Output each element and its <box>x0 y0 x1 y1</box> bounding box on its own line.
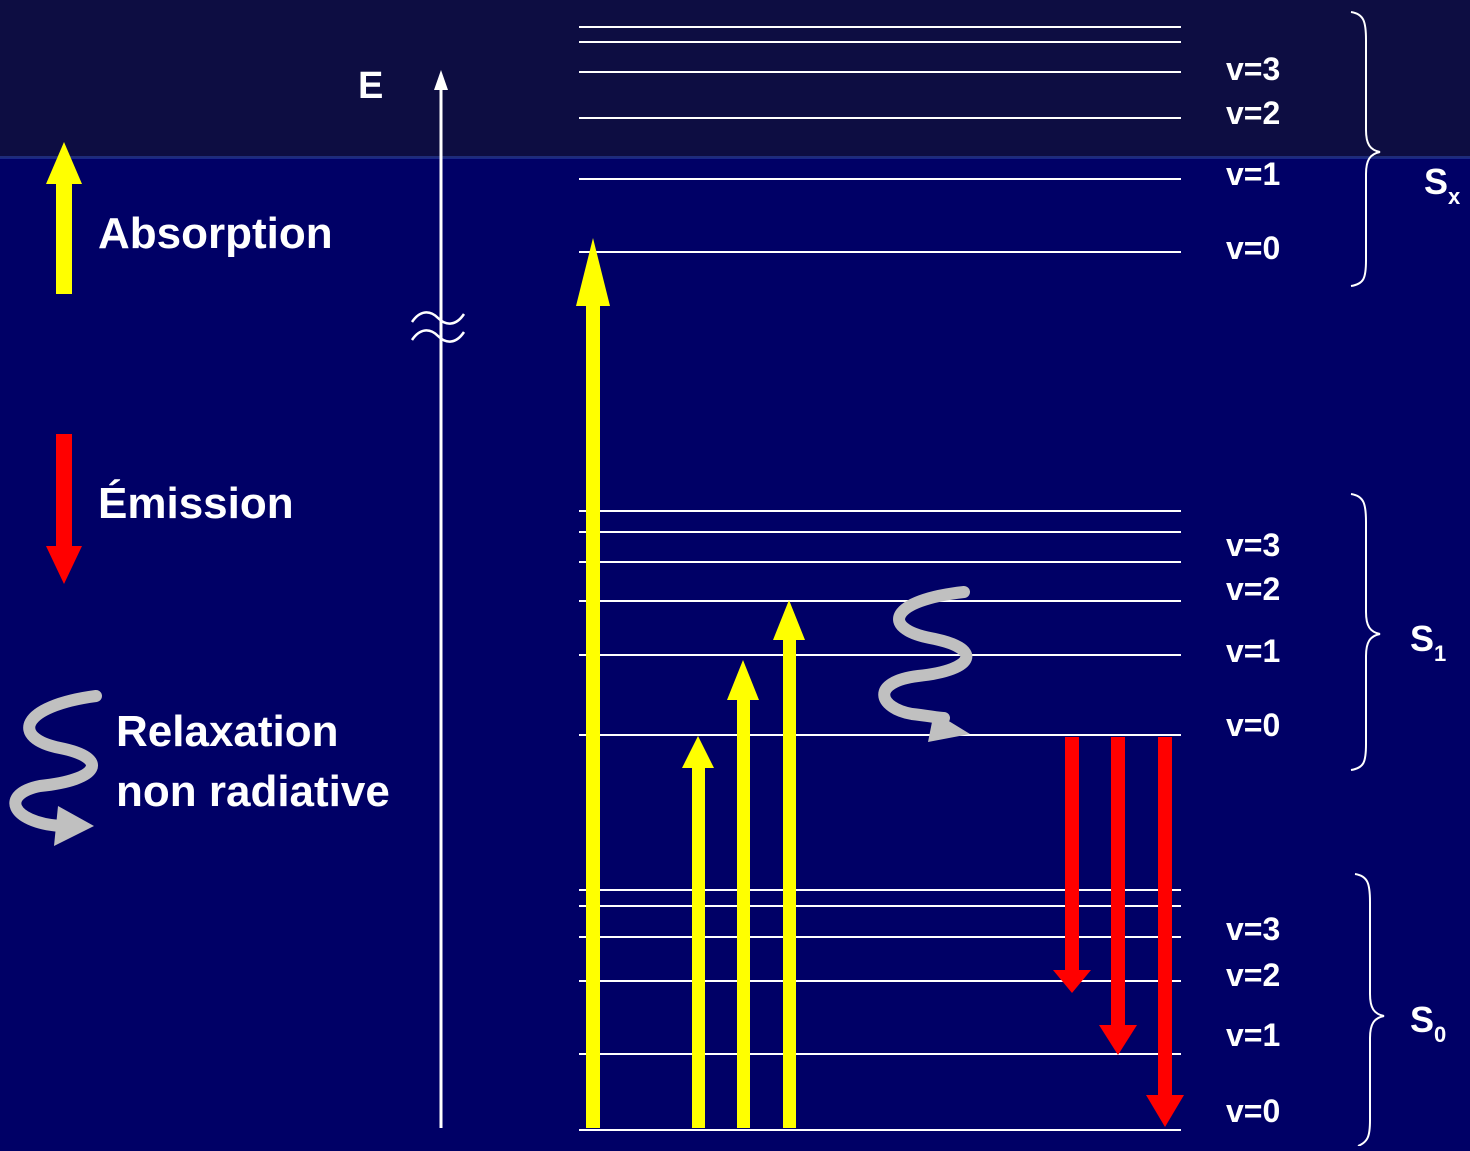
s0-level-v1: v=1 <box>1226 1017 1280 1053</box>
axis-break-icon <box>410 311 466 343</box>
legend-emission-label: Émission <box>98 478 294 528</box>
s1-level-v1: v=1 <box>1226 633 1280 669</box>
s1-levels <box>579 510 1181 736</box>
emission-arrow-s1-v0-to-s0-v2 <box>1053 737 1091 993</box>
s1-state-label: S1 <box>1410 618 1446 666</box>
sx-state-label: Sx <box>1424 161 1461 209</box>
legend-relaxation-label-line1: Relaxation <box>116 707 339 756</box>
s1-brace <box>1350 493 1381 771</box>
s0-level-v0: v=0 <box>1226 1093 1280 1129</box>
sx-level-v2: v=2 <box>1226 95 1280 131</box>
emission-arrow-s1-v0-to-s0-v0 <box>1146 737 1184 1127</box>
s0-brace <box>1354 873 1385 1147</box>
s0-level-v2: v=2 <box>1226 957 1280 993</box>
s1-level-v0: v=0 <box>1226 707 1280 743</box>
energy-axis-label: E <box>358 65 383 107</box>
s0-level-v3: v=3 <box>1226 911 1280 947</box>
absorption-arrow-s0-s1-v1 <box>727 660 759 1128</box>
emission-arrow-s1-v0-to-s0-v1 <box>1099 737 1137 1055</box>
absorption-arrow-s0-s1-v2 <box>773 600 805 1128</box>
legend-emission-arrow <box>46 434 82 584</box>
legend-absorption-arrow <box>46 142 82 294</box>
sx-brace <box>1350 11 1381 287</box>
s1-level-v2: v=2 <box>1226 571 1280 607</box>
absorption-arrow-s0-sx <box>576 238 610 1128</box>
legend-relaxation-squiggle-icon <box>9 690 102 846</box>
sx-level-v1: v=1 <box>1226 156 1280 192</box>
header-divider <box>0 156 1470 159</box>
s1-level-v3: v=3 <box>1226 527 1280 563</box>
relaxation-squiggle-icon <box>878 586 973 742</box>
s0-state-label: S0 <box>1410 999 1446 1047</box>
sx-level-v3: v=3 <box>1226 51 1280 87</box>
legend-absorption-label: Absorption <box>98 209 333 258</box>
sx-levels <box>579 26 1181 253</box>
sx-level-v0: v=0 <box>1226 230 1280 266</box>
absorption-arrow-s0-s1-v0 <box>682 736 714 1128</box>
energy-axis <box>434 70 448 1128</box>
legend-relaxation-label-line2: non radiative <box>116 767 390 816</box>
